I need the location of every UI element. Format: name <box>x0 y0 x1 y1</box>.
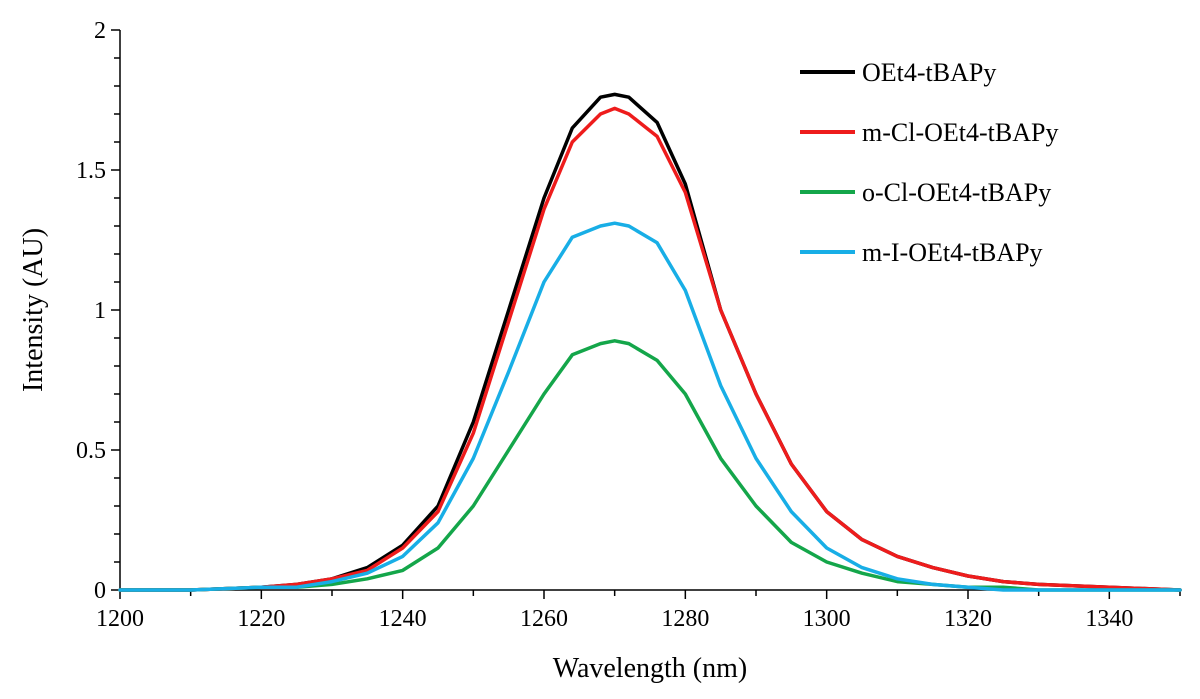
series-line-oet4-tbapy <box>118 92 1182 592</box>
series-lines <box>118 92 1182 592</box>
y-ticks: 0 0.5 1 1.5 2 <box>76 18 120 604</box>
series-line-m-cl-oet4-tbapy <box>118 106 1182 592</box>
legend: OEt4-tBAPy m-Cl-OEt4-tBAPy o-Cl-OEt4-tBAPy… <box>800 58 1058 267</box>
series-line-m-i-oet4-tbapy <box>118 221 1182 592</box>
x-tick-label: 1260 <box>520 606 568 632</box>
legend-label-m-i-oet4-tbapy: m-I-OEt4-tBAPy <box>862 238 1043 267</box>
x-axis-title: Wavelength (nm) <box>553 653 747 684</box>
y-tick-label: 0 <box>94 578 106 604</box>
x-tick-label: 1240 <box>379 606 427 632</box>
x-tick-label: 1200 <box>96 606 144 632</box>
y-tick-label: 0.5 <box>76 438 106 464</box>
y-tick-label: 2 <box>94 18 106 44</box>
y-axis-title: Intensity (AU) <box>18 228 49 392</box>
x-tick-label: 1320 <box>944 606 992 632</box>
series-line-o-cl-oet4-tbapy <box>118 339 1182 592</box>
legend-label-oet4-tbapy: OEt4-tBAPy <box>862 58 996 87</box>
y-tick-label: 1 <box>94 298 106 324</box>
x-tick-label: 1220 <box>237 606 285 632</box>
y-tick-label: 1.5 <box>76 158 106 184</box>
x-ticks: 1200 1220 1240 1260 1280 1300 1320 1340 <box>96 590 1181 632</box>
legend-label-o-cl-oet4-tbapy: o-Cl-OEt4-tBAPy <box>862 178 1051 207</box>
x-tick-label: 1300 <box>803 606 851 632</box>
x-tick-label: 1280 <box>661 606 709 632</box>
legend-label-m-cl-oet4-tbapy: m-Cl-OEt4-tBAPy <box>862 118 1058 147</box>
x-tick-label: 1340 <box>1085 606 1133 632</box>
